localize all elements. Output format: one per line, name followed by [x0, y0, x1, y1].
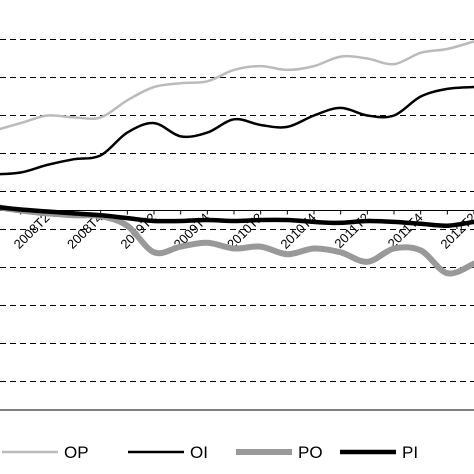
series-line-oi: [0, 85, 474, 176]
x-tick-label: 2010T4: [277, 210, 319, 252]
legend-label-op: OP: [64, 443, 89, 462]
legend: OP OI PO PI: [2, 443, 418, 462]
series-line-pi: [0, 205, 474, 228]
legend-label-po: PO: [298, 443, 323, 462]
series-line-op: [0, 40, 474, 131]
series-lines: [0, 40, 474, 277]
x-tick-label: 2012T2: [437, 210, 474, 252]
x-tick-label: 2011T2: [331, 210, 372, 251]
legend-label-pi: PI: [402, 443, 418, 462]
legend-label-oi: OI: [190, 443, 208, 462]
